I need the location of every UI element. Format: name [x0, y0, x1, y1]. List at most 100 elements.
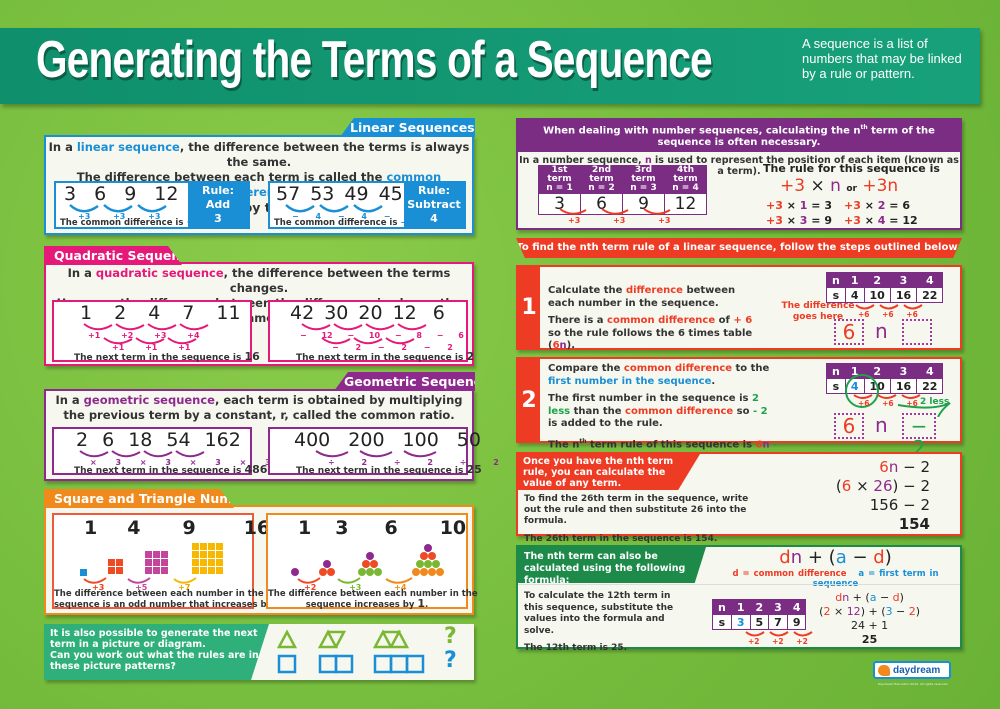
linear-example-subtract: 57 53 49 45 − 4 − 4 − 4 The common differen… — [268, 181, 466, 229]
caption: The difference between each number in th… — [54, 589, 286, 610]
speech-bubble-icon — [878, 664, 890, 676]
linear-panel: In a linear sequence, the difference bet… — [44, 135, 474, 235]
brand-name: daydream — [893, 664, 941, 676]
nth-term-intro-panel: When dealing with number sequences, calc… — [516, 118, 962, 230]
n-label: n — [875, 319, 888, 343]
coefficient-box: 6 — [834, 413, 864, 439]
question-mark-squares: ? — [444, 648, 457, 673]
term-list: 2 6 18 54 162 — [76, 429, 241, 451]
rule-badge: Rule: Add 3 — [188, 183, 248, 227]
calculate-text: To find the 26th term in the sequence, w… — [524, 494, 749, 544]
n-label: n — [875, 413, 888, 437]
formula-text: To calculate the 12th term in this seque… — [524, 591, 674, 653]
geometric-panel: In a geometric sequence, each term is ob… — [44, 389, 499, 481]
quadratic-example-2: 42 30 20 12 6 − 12 − 10 − 8 − 6 − 2 − 2 − 2 … — [268, 300, 474, 363]
quadratic-example-1: 1 2 4 7 11 +1 +2 +3 +4 +1 +1 +1 The next ter… — [52, 300, 260, 363]
rule-formula: +3 × n or +3n — [780, 176, 899, 196]
diffs: +3 +3 +3 — [78, 212, 161, 221]
rule-examples: +3 × 1 = 3 +3 × 2 = 6 +3 × 3 = 9 +3 × 4 … — [766, 199, 918, 227]
arrow-arcs — [855, 304, 923, 310]
constant-box — [902, 319, 932, 345]
arrow-arcs — [79, 450, 205, 458]
diffs: +2 +2 +2 — [748, 637, 808, 646]
step-number: 2 — [518, 359, 540, 441]
diffs: +2 +3 +4 — [304, 583, 407, 592]
triangle-numbers-box: 1 3 6 10 +2 +3 +4 The difference between ea… — [266, 513, 478, 610]
term-list: 3 6 9 12 — [64, 183, 179, 205]
caption: The common difference is − 4 — [274, 218, 416, 228]
term-list: 400 200 100 50 — [294, 429, 481, 451]
caption: The next term in the sequence is 486 — [74, 463, 268, 476]
term-list: 42 30 20 12 6 — [290, 302, 445, 324]
diffs: +6 +6 +6 — [858, 399, 918, 408]
linear-example-add: 3 6 9 12 +3 +3 +3 The common difference is … — [54, 181, 250, 229]
step-number: 1 — [518, 267, 540, 348]
first-diffs: +1 +2 +3 +4 — [88, 331, 200, 340]
diffs: +6 +6 +6 — [858, 310, 918, 319]
caption: The common difference is + 3 — [60, 218, 202, 228]
tab-quadratic-sequences: Quadratic Sequences — [44, 246, 182, 265]
square-numbers-box: 1 4 9 16 +3 +5 +7 The difference between ea… — [52, 513, 286, 610]
step-1-text: Calculate the difference between each nu… — [548, 285, 753, 351]
calculation-steps: 6n − 2 (6 × 26) − 2 156 − 2 154 — [835, 458, 930, 533]
calculate-header: Once you have the nth term rule, you can… — [518, 454, 700, 490]
difference-note: The difference goes here — [781, 301, 855, 322]
calculate-term-panel: Once you have the nth term rule, you can… — [516, 452, 962, 544]
constant-box: − 2 — [902, 413, 936, 459]
formula: dn + (a − d) — [779, 547, 892, 568]
arrow-arcs — [315, 450, 437, 458]
formula-legend: d = common difference a = first term in … — [732, 569, 939, 589]
caption: The next term in the sequence is 2 — [296, 350, 475, 363]
step-2-text: Compare the common difference to the firs… — [548, 363, 778, 462]
picture-patterns-panel: It is also possible to generate the next… — [44, 624, 474, 680]
geometric-intro: In a geometric sequence, each term is ob… — [55, 393, 463, 422]
page-title: Generating the Terms of a Sequence — [36, 31, 713, 89]
coefficient-box: 6 — [834, 319, 864, 345]
title-banner — [0, 28, 980, 104]
ratios: × 3 × 3 × 3 × 3 — [90, 458, 271, 467]
two-less-note: 2 less — [920, 397, 950, 407]
tab-linear-sequences: Linear Sequences — [340, 118, 475, 137]
arrow-arcs — [83, 323, 209, 345]
term-list: 1 2 4 7 11 — [80, 302, 241, 324]
daydream-logo: daydream — [873, 661, 951, 679]
caption: The difference between each number in th… — [268, 589, 478, 610]
arrow-arcs — [301, 323, 427, 345]
nth-term-intro: In a number sequence, n is used to repre… — [519, 155, 959, 178]
geometric-example-1: 2 6 18 54 162 × 3 × 3 × 3 × 3 The next term … — [52, 427, 271, 476]
step-1-panel: 1 Calculate the difference between each … — [516, 265, 962, 351]
tab-geometric-sequences: Geometric Sequences — [334, 372, 475, 391]
steps-banner: To find the nth term rule of a linear se… — [516, 238, 962, 258]
diffs: − 4 − 4 − 4 — [292, 212, 413, 221]
quadratic-intro: In a quadratic sequence, the difference … — [56, 266, 462, 325]
caption: The next term in the sequence is 25 — [296, 463, 482, 476]
caption: The next term in the sequence is 16 — [74, 350, 260, 363]
geometric-example-2: 400 200 100 50 ÷ 2 ÷ 2 ÷ 2 The next term in… — [268, 427, 499, 476]
quadratic-panel: In a quadratic sequence, the difference … — [44, 262, 474, 366]
square-triangle-panel: 1 4 9 16 +3 +5 +7 The difference between ea… — [44, 505, 478, 615]
first-diffs: − 12 − 10 − 8 − 6 — [300, 331, 464, 340]
ratios: ÷ 2 ÷ 2 ÷ 2 — [328, 458, 499, 467]
nth-term-header: When dealing with number sequences, calc… — [518, 120, 960, 153]
term-list: 57 53 49 45 — [276, 183, 403, 205]
term-list: 1 4 9 16 — [84, 517, 271, 539]
square-dots-diagram — [80, 543, 223, 584]
formula-solution: dn + (a − d) (2 × 12) + (3 − 2) 24 + 1 2… — [819, 591, 920, 646]
formula-header: The nth term can also be calculated usin… — [518, 547, 706, 583]
second-diffs: +1 +1 +1 — [112, 343, 191, 352]
step-2-panel: 2 Compare the common difference to the fi… — [516, 357, 962, 462]
page-subtitle: A sequence is a list of numbers that may… — [802, 36, 962, 81]
diffs: +3 +5 +7 — [92, 583, 191, 592]
arrow-arcs — [745, 631, 813, 637]
comparison-annotation — [845, 374, 951, 417]
rule-title: The rule for this sequence is — [763, 162, 940, 175]
diffs: +3 +3 +3 — [568, 216, 671, 225]
term-list: 1 3 6 10 — [298, 517, 467, 539]
second-diffs: − 2 − 2 − 2 — [332, 343, 453, 352]
picture-patterns-text: It is also possible to generate the next… — [44, 624, 269, 680]
question-mark-triangles: ? — [444, 624, 457, 649]
